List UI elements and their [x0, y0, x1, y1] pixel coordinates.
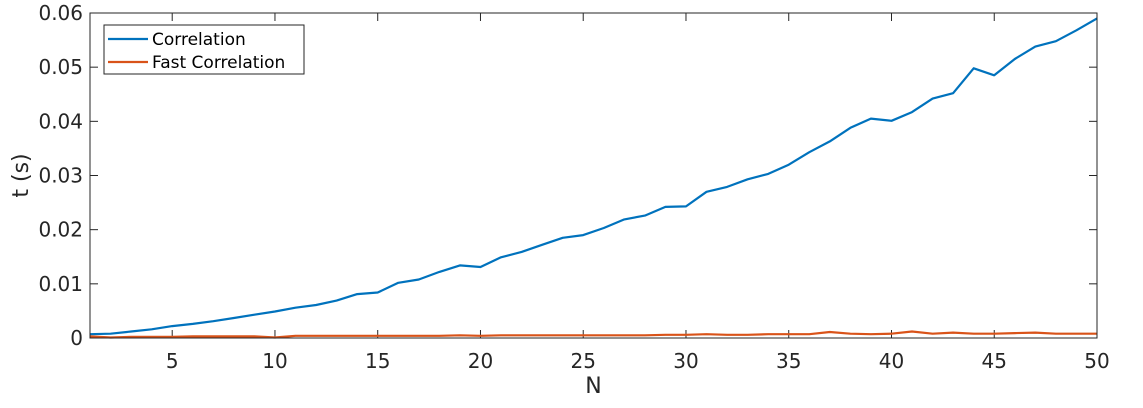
y-tick-label: 0.04	[38, 109, 83, 133]
legend-entry: Fast Correlation	[152, 53, 285, 73]
series-line-0	[89, 17, 1098, 336]
x-tick-label: 40	[879, 349, 904, 373]
x-tick-label: 10	[262, 349, 287, 373]
legend: Correlation Fast Correlation	[103, 24, 305, 75]
x-tick-label: 20	[468, 349, 493, 373]
y-tick-label: 0.06	[38, 1, 83, 25]
y-tick-label: 0	[70, 326, 83, 350]
series-line-1	[89, 330, 1097, 339]
x-tick-label: 50	[1084, 349, 1109, 373]
legend-box	[103, 24, 305, 75]
y-tick-label: 0.03	[38, 164, 83, 188]
y-axis-label: t (s)	[9, 153, 34, 197]
y-tick-label: 0.05	[38, 55, 83, 79]
x-tick-label: 30	[673, 349, 698, 373]
x-axis-ticks: 5 10 15 20 25 30 35 40 45 50	[166, 13, 1110, 373]
y-axis-ticks: 0 0.01 0.02 0.03 0.04 0.05 0.06	[38, 1, 1097, 350]
y-tick-label: 0.01	[38, 272, 83, 296]
y-tick-label: 0.02	[38, 218, 83, 242]
x-axis-label: N	[585, 374, 601, 399]
plot-frame	[89, 12, 1098, 339]
x-tick-label: 5	[166, 349, 179, 373]
x-tick-label: 35	[776, 349, 801, 373]
x-tick-label: 45	[982, 349, 1007, 373]
x-tick-label: 25	[570, 349, 595, 373]
legend-entry: Correlation	[152, 30, 246, 50]
x-tick-label: 15	[365, 349, 390, 373]
